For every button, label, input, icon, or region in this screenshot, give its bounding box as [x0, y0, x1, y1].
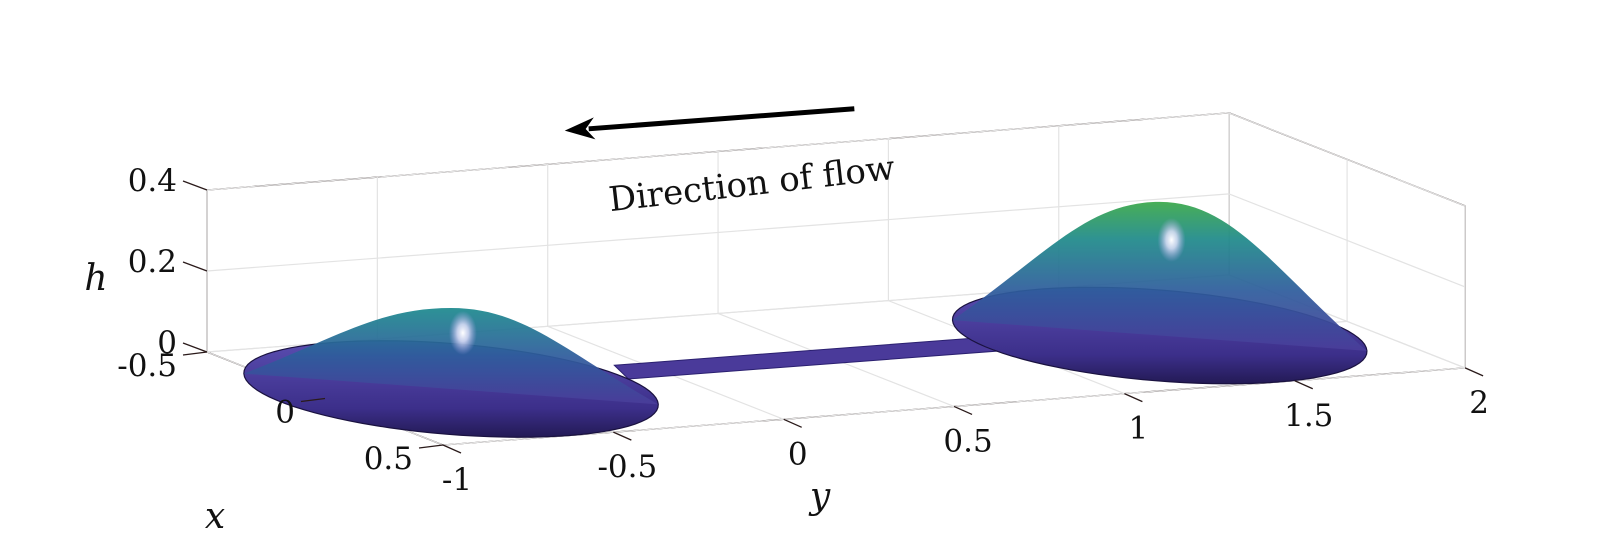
droplet-highlight — [448, 310, 477, 355]
y-tick — [1294, 380, 1314, 390]
y-tick — [613, 431, 632, 441]
z-tick-label: 0.2 — [128, 244, 177, 280]
z-tick-label: 0.4 — [128, 163, 177, 199]
droplet-highlight — [1157, 217, 1186, 262]
droplet-2 — [951, 201, 1368, 385]
grid-line — [206, 112, 1230, 191]
y-tick-label: 2 — [1469, 385, 1489, 421]
flow-annotation: Direction of flow — [607, 148, 897, 220]
x-tick — [182, 351, 208, 356]
flow-arrow-line — [588, 106, 855, 132]
y-tick-label: 0 — [788, 436, 808, 472]
x-axis-label: x — [205, 496, 225, 537]
z-tick — [182, 180, 208, 191]
y-tick-label: 0.5 — [943, 423, 992, 459]
flow-arrow — [564, 106, 855, 140]
y-axis-label: y — [808, 476, 831, 517]
y-tick-label: 1 — [1129, 411, 1149, 447]
grid-line — [206, 193, 1230, 272]
z-tick-label: 0 — [157, 325, 177, 361]
droplet-cap — [952, 201, 1367, 351]
x-tick-label: -0.5 — [117, 348, 177, 384]
x-tick — [300, 397, 326, 403]
flow-arrow-head — [564, 117, 596, 140]
x-tick-label: 0 — [275, 395, 295, 431]
y-tick — [1464, 367, 1484, 377]
x-tick-label: 0.5 — [364, 441, 413, 477]
z-tick — [182, 342, 208, 353]
y-tick — [953, 405, 973, 416]
droplet-cap — [243, 307, 659, 405]
z-tick — [182, 261, 208, 272]
thin-film-channel — [613, 336, 998, 380]
y-tick-label: -1 — [442, 462, 472, 498]
y-tick-label: 1.5 — [1284, 398, 1333, 434]
liquid-surface — [243, 201, 1368, 438]
y-tick-label: -0.5 — [597, 449, 657, 485]
y-tick — [783, 418, 802, 428]
y-tick — [1124, 393, 1143, 403]
z-axis-label: h — [84, 258, 107, 299]
droplet-1 — [243, 307, 659, 438]
axis-ticks: 00.20.4-0.500.5-1 -0.5 0 0.5 1 1.5 2 — [117, 163, 1489, 498]
x-tick — [418, 444, 444, 449]
y-tick — [442, 444, 462, 454]
